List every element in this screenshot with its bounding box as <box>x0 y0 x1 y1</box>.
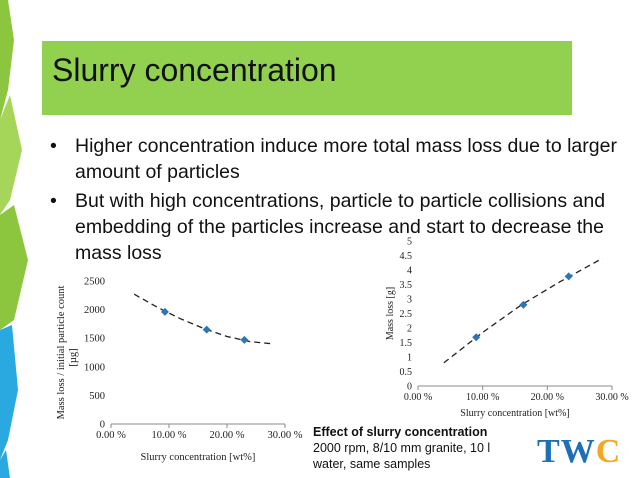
y-tick-label: 0 <box>100 420 105 431</box>
y-tick-label: 4 <box>407 266 412 277</box>
trendline <box>443 257 603 364</box>
x-tick-label: 30.00 % <box>268 430 303 441</box>
bullet-glyph: • <box>50 190 57 212</box>
y-axis-label: Mass loss / initial particle count <box>56 285 67 419</box>
y-axis-label-unit: [µg] <box>68 348 79 366</box>
y-axis-label: Mass loss [g] <box>385 287 396 340</box>
data-point <box>519 300 528 309</box>
logo-letter: W <box>560 433 596 470</box>
trendline <box>133 293 274 345</box>
y-tick-label: 3.5 <box>400 280 413 291</box>
y-tick-label: 2 <box>407 324 412 335</box>
x-tick-label: 20.00 % <box>531 392 564 403</box>
y-tick-label: 5 <box>407 237 412 248</box>
bullet-list: • Higher concentration induce more total… <box>50 133 625 269</box>
bullet-text: Higher concentration induce more total m… <box>75 135 617 183</box>
y-tick-label: 2500 <box>84 277 105 288</box>
slide-title: Slurry concentration <box>52 52 337 88</box>
x-tick-label: 0.00 % <box>96 430 126 441</box>
bullet-item: • But with high concentrations, particle… <box>50 188 625 266</box>
y-tick-label: 1.5 <box>400 338 413 349</box>
y-tick-label: 4.5 <box>400 251 413 262</box>
decorative-side-bars <box>0 0 28 478</box>
y-tick-label: 1500 <box>84 334 105 345</box>
x-tick-label: 30.00 % <box>595 392 628 403</box>
chart-caption: Effect of slurry concentration 2000 rpm,… <box>313 424 490 472</box>
data-point <box>240 335 249 344</box>
y-tick-label: 0.5 <box>400 367 413 378</box>
y-tick-label: 3 <box>407 295 412 306</box>
bullet-glyph: • <box>50 135 57 157</box>
data-point <box>160 307 169 316</box>
y-tick-label: 2000 <box>84 305 105 316</box>
x-axis-label: Slurry concentration [wt%] <box>141 452 256 463</box>
data-point <box>472 333 481 342</box>
x-axis-label: Slurry concentration [wt%] <box>460 408 569 419</box>
y-tick-label: 2.5 <box>400 309 413 320</box>
logo-letter: C <box>595 433 622 470</box>
y-tick-label: 1000 <box>84 362 105 373</box>
twc-logo: TWC <box>537 432 621 472</box>
x-tick-label: 10.00 % <box>466 392 499 403</box>
title-band <box>42 41 572 115</box>
caption-line: 2000 rpm, 8/10 mm granite, 10 l <box>313 441 491 455</box>
x-tick-label: 0.00 % <box>404 392 432 403</box>
data-point <box>564 272 573 281</box>
bullet-text: But with high concentrations, particle t… <box>75 190 606 264</box>
bullet-item: • Higher concentration induce more total… <box>50 133 625 185</box>
data-point <box>202 325 211 334</box>
x-tick-label: 20.00 % <box>210 430 245 441</box>
x-tick-label: 10.00 % <box>152 430 187 441</box>
caption-line: water, same samples <box>313 457 431 471</box>
y-tick-label: 1 <box>407 353 412 364</box>
y-tick-label: 0 <box>407 382 412 393</box>
caption-title: Effect of slurry concentration <box>313 425 488 439</box>
y-tick-label: 500 <box>89 391 105 402</box>
logo-letter: T <box>537 433 561 470</box>
